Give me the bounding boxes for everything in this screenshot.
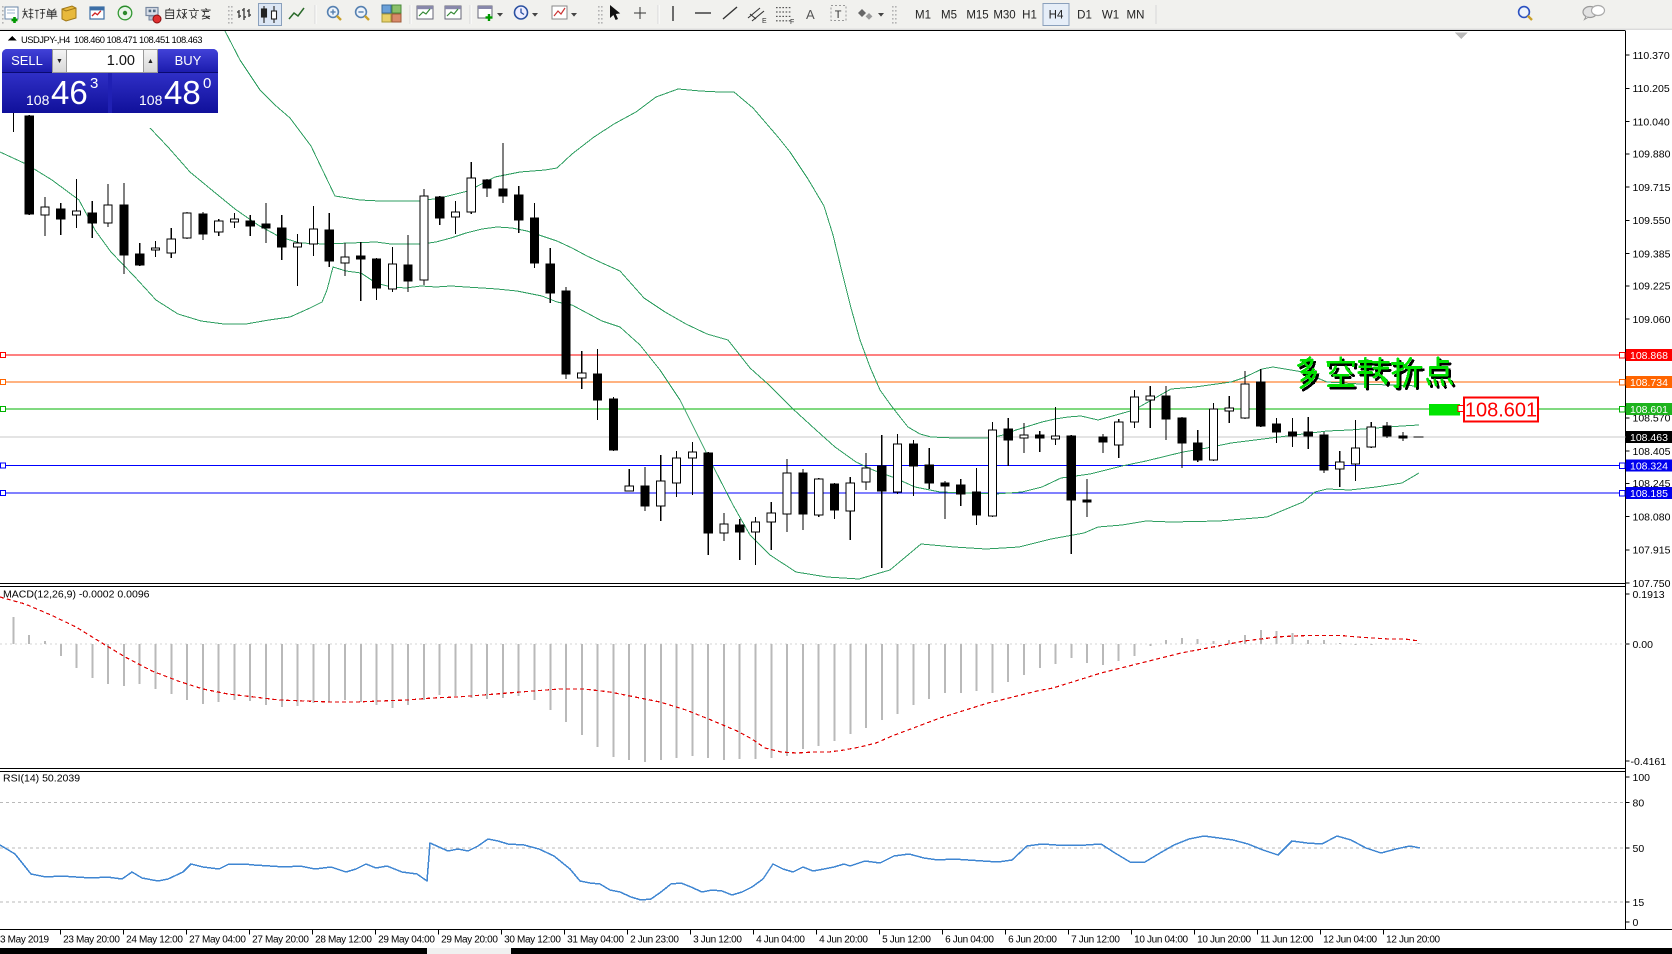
svg-text:W1: W1 bbox=[1102, 10, 1119, 22]
svg-text:MN: MN bbox=[1127, 10, 1145, 22]
svg-text:50: 50 bbox=[1633, 843, 1645, 855]
svg-text:108.868: 108.868 bbox=[1630, 350, 1668, 362]
svg-text:T: T bbox=[835, 9, 842, 21]
svg-text:D1: D1 bbox=[1077, 10, 1092, 22]
svg-text:15: 15 bbox=[1633, 897, 1645, 909]
svg-text:27 May 04:00: 27 May 04:00 bbox=[189, 935, 246, 946]
svg-text:7 Jun 12:00: 7 Jun 12:00 bbox=[1071, 935, 1120, 946]
svg-text:6 Jun 04:00: 6 Jun 04:00 bbox=[945, 935, 994, 946]
svg-text:H1: H1 bbox=[1022, 10, 1037, 22]
svg-text:109.060: 109.060 bbox=[1633, 314, 1671, 326]
svg-text:F: F bbox=[790, 19, 794, 26]
svg-text:109.715: 109.715 bbox=[1633, 182, 1671, 194]
svg-text:M30: M30 bbox=[993, 10, 1015, 22]
svg-text:29 May 04:00: 29 May 04:00 bbox=[378, 935, 435, 946]
svg-text:MACD(12,26,9) -0.0002 0.0096: MACD(12,26,9) -0.0002 0.0096 bbox=[3, 589, 150, 601]
svg-text:108.601: 108.601 bbox=[1465, 400, 1537, 422]
svg-text:5 Jun 12:00: 5 Jun 12:00 bbox=[882, 935, 931, 946]
svg-text:109.880: 109.880 bbox=[1633, 149, 1671, 161]
svg-text:3 Jun 12:00: 3 Jun 12:00 bbox=[693, 935, 742, 946]
svg-text:M5: M5 bbox=[941, 10, 957, 22]
svg-text:12 Jun 04:00: 12 Jun 04:00 bbox=[1323, 935, 1377, 946]
svg-text:28 May 12:00: 28 May 12:00 bbox=[315, 935, 372, 946]
svg-text:31 May 04:00: 31 May 04:00 bbox=[567, 935, 624, 946]
svg-text:108.080: 108.080 bbox=[1633, 511, 1671, 523]
svg-text:27 May 20:00: 27 May 20:00 bbox=[252, 935, 309, 946]
svg-text:10 Jun 04:00: 10 Jun 04:00 bbox=[1134, 935, 1188, 946]
svg-text:0.1913: 0.1913 bbox=[1633, 589, 1665, 601]
svg-text:110.370: 110.370 bbox=[1633, 50, 1670, 62]
svg-text:100: 100 bbox=[1633, 772, 1651, 784]
svg-text:108.185: 108.185 bbox=[1630, 488, 1668, 500]
svg-text:2 Jun 23:00: 2 Jun 23:00 bbox=[630, 935, 679, 946]
svg-text:H4: H4 bbox=[1049, 10, 1064, 22]
svg-text:109.225: 109.225 bbox=[1633, 281, 1671, 293]
svg-text:10 Jun 20:00: 10 Jun 20:00 bbox=[1197, 935, 1251, 946]
svg-text:4 Jun 20:00: 4 Jun 20:00 bbox=[819, 935, 868, 946]
svg-text:A: A bbox=[806, 7, 815, 22]
svg-text:108.734: 108.734 bbox=[1630, 377, 1668, 389]
svg-text:4 Jun 04:00: 4 Jun 04:00 bbox=[756, 935, 805, 946]
svg-text:0: 0 bbox=[1633, 917, 1639, 929]
svg-text:12 Jun 20:00: 12 Jun 20:00 bbox=[1386, 935, 1440, 946]
svg-text:24 May 12:00: 24 May 12:00 bbox=[126, 935, 183, 946]
svg-text:6 Jun 20:00: 6 Jun 20:00 bbox=[1008, 935, 1057, 946]
svg-text:30 May 12:00: 30 May 12:00 bbox=[504, 935, 561, 946]
svg-text:M15: M15 bbox=[966, 10, 988, 22]
svg-text:E: E bbox=[762, 18, 767, 25]
svg-text:0.00: 0.00 bbox=[1633, 639, 1654, 651]
svg-text:29 May 20:00: 29 May 20:00 bbox=[441, 935, 498, 946]
svg-text:USDJPY-,H4 108.460 108.471 10: USDJPY-,H4 108.460 108.471 108.451 108.4… bbox=[21, 34, 202, 45]
svg-text:M1: M1 bbox=[915, 10, 931, 22]
svg-text:109.385: 109.385 bbox=[1633, 248, 1671, 260]
svg-text:80: 80 bbox=[1633, 797, 1645, 809]
svg-text:108.570: 108.570 bbox=[1633, 413, 1671, 425]
svg-text:107.750: 107.750 bbox=[1633, 578, 1671, 590]
svg-text:108.324: 108.324 bbox=[1630, 460, 1668, 472]
svg-text:107.915: 107.915 bbox=[1633, 545, 1671, 557]
svg-text:110.040: 110.040 bbox=[1633, 116, 1670, 128]
svg-text:108.601: 108.601 bbox=[1630, 404, 1668, 416]
svg-text:RSI(14) 50.2039: RSI(14) 50.2039 bbox=[3, 773, 80, 785]
svg-text:3 May 2019: 3 May 2019 bbox=[0, 935, 50, 946]
svg-text:108.463: 108.463 bbox=[1630, 432, 1668, 444]
svg-text:-0.4161: -0.4161 bbox=[1631, 756, 1667, 768]
svg-text:110.205: 110.205 bbox=[1633, 83, 1670, 95]
svg-text:11 Jun 12:00: 11 Jun 12:00 bbox=[1260, 935, 1314, 946]
svg-text:23 May 20:00: 23 May 20:00 bbox=[63, 935, 120, 946]
svg-text:109.550: 109.550 bbox=[1633, 215, 1671, 227]
svg-text:108.405: 108.405 bbox=[1633, 446, 1671, 458]
